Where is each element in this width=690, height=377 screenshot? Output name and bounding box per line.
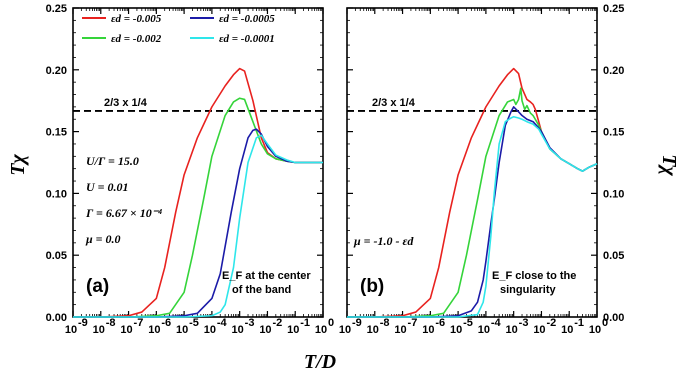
series-line-b-2 (347, 106, 598, 318)
y-tick-label-a: 0.05 (46, 250, 67, 262)
annotation-u-gamma: U/Γ = 15.0 (86, 154, 139, 168)
y-tick-label-b: 0.20 (603, 65, 624, 77)
x-tick-exponent-a: -7 (134, 317, 144, 329)
x-tick-label-a: 10 (176, 324, 188, 336)
series-line-b-3 (347, 115, 598, 318)
annotation-gamma: Γ = 6.67 × 10⁻⁴ (85, 206, 162, 220)
x-tick-label-a: 10 (148, 324, 160, 336)
x-tick-label-a: 10 (65, 324, 77, 336)
x-tick-exponent-a: -6 (161, 317, 171, 329)
caption-b-line1: E_F close to the (492, 270, 576, 282)
caption-a-line2: of the band (232, 284, 291, 296)
x-tick-label-a: 10 (232, 324, 244, 336)
x-tick-label-b: 10 (367, 324, 379, 336)
legend-label: εd = -0.0001 (219, 33, 275, 45)
x-tick-label-a: 10 (93, 324, 105, 336)
x-tick-label-a: 10 (204, 324, 216, 336)
legend-label: εd = -0.002 (111, 33, 162, 45)
x-tick-exponent-a: -2 (272, 317, 282, 329)
x-tick-label-b: 10 (533, 324, 545, 336)
y-tick-label-b: 0.25 (603, 3, 624, 15)
y-axis-label-right: Tχ (658, 154, 680, 176)
reference-label-a: 2/3 x 1/4 (104, 97, 148, 109)
reference-label-b: 2/3 x 1/4 (372, 97, 416, 109)
x-tick-label-a: 10 (259, 324, 271, 336)
x-tick-label-a: 10 (287, 324, 299, 336)
y-tick-label-a: 0.25 (46, 3, 67, 15)
x-tick-label-b: 10 (561, 324, 573, 336)
y-tick-label-a: 0.00 (46, 312, 67, 324)
panel-b: 10-910-810-710-610-510-410-310-210-11000… (339, 3, 625, 336)
series-line-b-1 (347, 87, 598, 318)
y-tick-label-a: 0.10 (46, 188, 67, 200)
series-line-a-3 (73, 134, 323, 318)
panel-a-label: (a) (86, 276, 109, 297)
x-tick-exponent-b: -6 (435, 317, 445, 329)
x-tick-exponent-b: -2 (546, 317, 556, 329)
x-tick-exponent-b: -4 (491, 317, 502, 329)
legend-label: εd = -0.005 (111, 13, 162, 25)
panel-b-frame (346, 7, 598, 318)
x-tick-exponent-b: -8 (380, 317, 390, 329)
legend-label: εd = -0.0005 (219, 13, 275, 25)
x-tick-exponent-b: -9 (352, 317, 362, 329)
panel-a: 10-910-810-710-610-510-410-310-210-11000… (46, 3, 335, 336)
x-tick-exponent-a: -1 (300, 317, 310, 329)
x-tick-label-b: 10 (450, 324, 462, 336)
x-tick-label-b: 10 (478, 324, 490, 336)
x-tick-exponent-b: -7 (408, 317, 418, 329)
y-axis-label-left: Tχ (7, 154, 29, 176)
x-tick-label-b: 10 (589, 324, 601, 336)
x-tick-exponent-b: -3 (519, 317, 529, 329)
annotation-u: U = 0.01 (86, 180, 129, 194)
y-tick-label-a: 0.20 (46, 65, 67, 77)
x-tick-exponent-a: -9 (78, 317, 88, 329)
x-tick-exponent-b: -1 (574, 317, 584, 329)
caption-b-line2: singularity (500, 284, 557, 296)
x-tick-exponent-a: 0 (328, 317, 334, 329)
panel-b-label: (b) (360, 276, 384, 297)
x-tick-exponent-b: -5 (463, 317, 473, 329)
y-tick-label-b: 0.15 (603, 127, 624, 139)
y-tick-label-a: 0.15 (46, 127, 67, 139)
caption-a-line1: E_F at the center (222, 270, 311, 282)
x-tick-label-b: 10 (394, 324, 406, 336)
x-tick-exponent-a: -3 (245, 317, 255, 329)
annotation-mu-b: μ = -1.0 - εd (353, 234, 414, 248)
y-tick-label-b: 0.00 (603, 312, 624, 324)
x-tick-exponent-a: -4 (217, 317, 228, 329)
y-tick-label-b: 0.05 (603, 250, 624, 262)
x-axis-label: T/D (304, 351, 336, 373)
x-tick-exponent-b: 0 (602, 317, 608, 329)
x-tick-exponent-a: -8 (106, 317, 116, 329)
x-tick-label-b: 10 (339, 324, 351, 336)
y-tick-label-b: 0.10 (603, 188, 624, 200)
annotation-mu-a: μ = 0.0 (85, 232, 121, 246)
x-tick-label-b: 10 (506, 324, 518, 336)
x-tick-exponent-a: -5 (189, 317, 199, 329)
x-tick-label-a: 10 (315, 324, 327, 336)
x-tick-label-b: 10 (422, 324, 434, 336)
x-tick-label-a: 10 (120, 324, 132, 336)
